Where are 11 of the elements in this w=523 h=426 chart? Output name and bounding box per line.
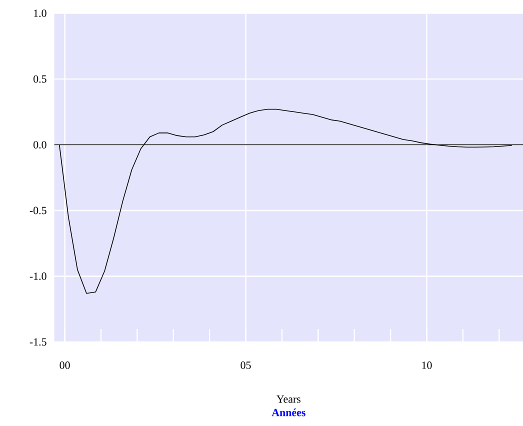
text: Années (272, 408, 306, 416)
y-tick-label: -1.0 (30, 272, 46, 280)
y-tick-label: 1.0 (34, 10, 46, 18)
y-tick-label: 0.5 (34, 75, 46, 83)
x-tick-label: 05 (240, 362, 251, 369)
y-tick-label: 0.0 (34, 141, 46, 148)
x-axis-title: Years (276, 396, 300, 403)
x-tick-label: 00 (60, 362, 70, 369)
y-tick-label: -1.5 (30, 338, 46, 346)
x-tick-label: 10 (422, 362, 432, 369)
y-tick-label: -0.5 (30, 206, 46, 214)
